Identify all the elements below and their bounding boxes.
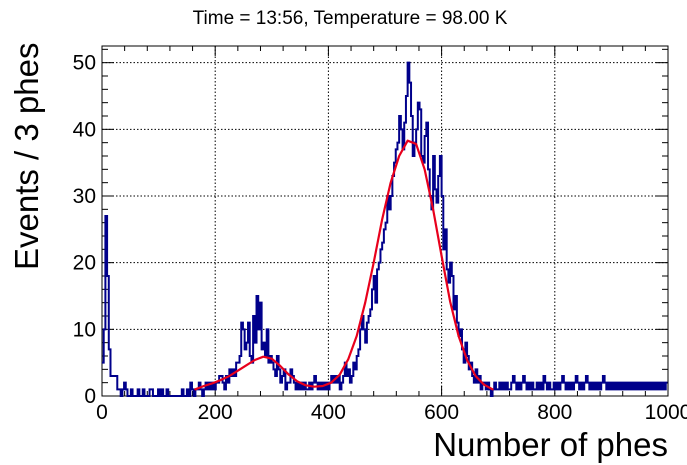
histogram-series — [102, 61, 668, 397]
fit-line — [194, 139, 494, 391]
grid — [102, 46, 668, 396]
x-tick-label: 600 — [424, 401, 459, 424]
y-tick-labels: 0 10 20 30 40 50 — [73, 52, 96, 408]
chart-title: Time = 13:56, Temperature = 98.00 K — [193, 8, 508, 29]
x-tick-label: 800 — [537, 401, 572, 424]
x-tick-label: 200 — [198, 401, 233, 424]
y-tick-label: 50 — [73, 52, 96, 75]
x-tick-label: 1000 — [645, 401, 687, 424]
x-axis-title: Number of phes — [433, 426, 668, 463]
y-tick-label: 10 — [73, 318, 96, 341]
x-tick-label: 0 — [96, 401, 108, 424]
plot-frame — [101, 45, 669, 397]
x-tick-labels: 0 200 400 600 800 1000 — [96, 401, 687, 424]
histogram-outline — [102, 61, 668, 397]
y-tick-label: 30 — [73, 185, 96, 208]
y-tick-label: 40 — [73, 118, 96, 141]
y-tick-label: 0 — [84, 385, 96, 408]
y-tick-label: 20 — [73, 252, 96, 275]
x-tick-label: 400 — [311, 401, 346, 424]
fit-curve — [194, 139, 494, 391]
y-axis-title: Events / 3 phes — [8, 43, 45, 270]
